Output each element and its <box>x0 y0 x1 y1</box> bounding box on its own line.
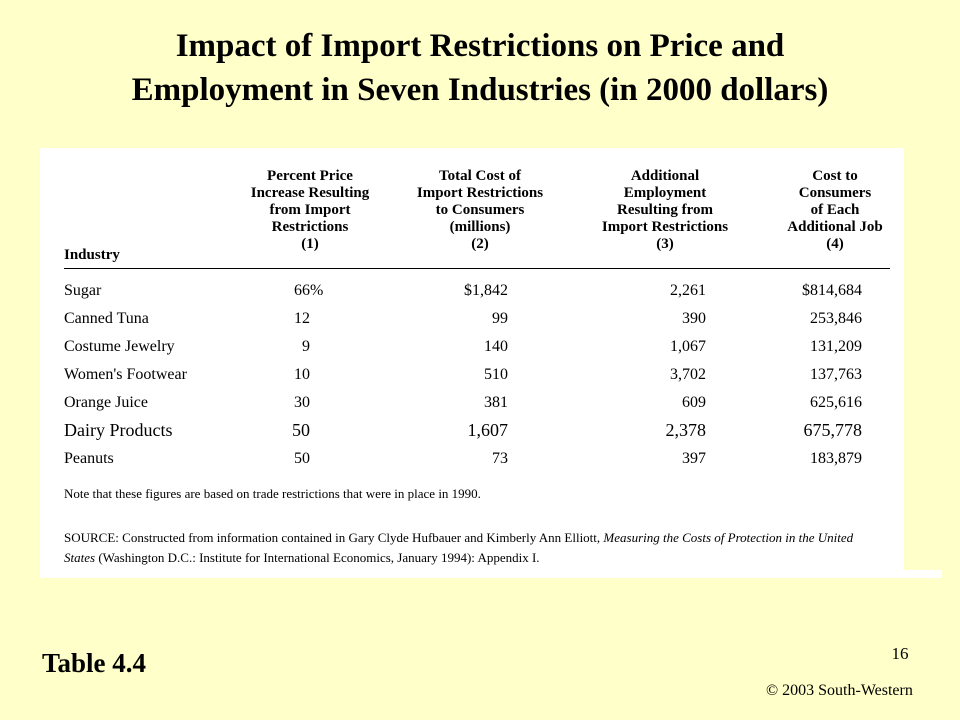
title-line-2: Employment in Seven Industries (in 2000 … <box>131 72 829 108</box>
industry-cell: Sugar <box>64 282 102 299</box>
per-job-cell: 183,879 <box>810 450 862 467</box>
cost-cell: 381 <box>484 394 508 411</box>
table-row: Orange Juice 30 381 609 625,616 <box>40 394 904 422</box>
pct-suffix: % <box>310 282 324 299</box>
header-divider <box>64 268 890 269</box>
jobs-cell: 609 <box>682 394 706 411</box>
pct-cell: 30 <box>294 394 310 411</box>
cost-cell: $1,842 <box>464 282 508 299</box>
table-row: Dairy Products 50 1,607 2,378 675,778 <box>40 420 904 448</box>
industry-cell: Costume Jewelry <box>64 338 175 355</box>
jobs-cell: 2,378 <box>665 420 707 440</box>
copyright: © 2003 South-Western <box>766 682 913 699</box>
industry-cell: Dairy Products <box>64 420 173 440</box>
source-title: Measuring the Costs of Protection in the… <box>64 530 854 565</box>
cost-cell: 73 <box>492 450 508 467</box>
industry-cell: Orange Juice <box>64 394 148 411</box>
table-row: Costume Jewelry 9 140 1,067 131,209 <box>40 338 904 366</box>
per-job-cell: 137,763 <box>810 366 862 383</box>
jobs-cell: 397 <box>682 450 706 467</box>
jobs-cell: 390 <box>682 310 706 327</box>
pct-cell: 66 <box>294 282 310 299</box>
source-suffix: (Washington D.C.: Institute for Internat… <box>95 550 540 565</box>
pct-cell: 50 <box>292 420 310 440</box>
table-label: Table 4.4 <box>42 648 147 678</box>
industry-cell: Women's Footwear <box>64 366 187 383</box>
per-job-cell: $814,684 <box>802 282 862 299</box>
jobs-cell: 1,067 <box>670 338 706 355</box>
per-job-cell: 131,209 <box>810 338 862 355</box>
pct-cell: 9 <box>302 338 310 355</box>
column-header-2: Total Cost of Import Restrictions to Con… <box>416 168 544 252</box>
column-header-3: Additional Employment Resulting from Imp… <box>601 168 729 252</box>
column-header-1: Percent Price Increase Resulting from Im… <box>250 168 370 252</box>
per-job-cell: 625,616 <box>810 394 862 411</box>
title-line-1: Impact of Import Restrictions on Price a… <box>175 28 785 64</box>
cost-cell: 1,607 <box>467 420 509 440</box>
industry-header: Industry <box>64 247 120 263</box>
pct-cell: 12 <box>294 310 310 327</box>
per-job-cell: 253,846 <box>810 310 862 327</box>
pct-cell: 50 <box>294 450 310 467</box>
page-number: 16 <box>891 644 909 663</box>
table-row: Women's Footwear 10 510 3,702 137,763 <box>40 366 904 394</box>
source-prefix: SOURCE: Constructed from information con… <box>64 530 604 545</box>
jobs-cell: 3,702 <box>670 366 706 383</box>
table-row: Sugar 66 % $1,842 2,261 $814,684 <box>40 282 904 310</box>
pct-cell: 10 <box>294 366 310 383</box>
table-note: Note that these figures are based on tra… <box>64 486 481 501</box>
table-source: SOURCE: Constructed from information con… <box>64 528 884 568</box>
jobs-cell: 2,261 <box>670 282 706 299</box>
cost-cell: 140 <box>484 338 508 355</box>
cost-cell: 510 <box>484 366 508 383</box>
column-header-4: Cost to Consumers of Each Additional Job… <box>787 168 883 252</box>
table-panel: Percent Price Increase Resulting from Im… <box>40 148 904 578</box>
per-job-cell: 675,778 <box>803 420 863 440</box>
cost-cell: 99 <box>492 310 508 327</box>
table-row: Peanuts 50 73 397 183,879 <box>40 450 904 478</box>
industry-cell: Canned Tuna <box>64 310 149 327</box>
industry-cell: Peanuts <box>64 450 114 467</box>
slide-title: Impact of Import Restrictions on Price a… <box>0 24 960 112</box>
table-row: Canned Tuna 12 99 390 253,846 <box>40 310 904 338</box>
panel-edge <box>904 570 942 578</box>
